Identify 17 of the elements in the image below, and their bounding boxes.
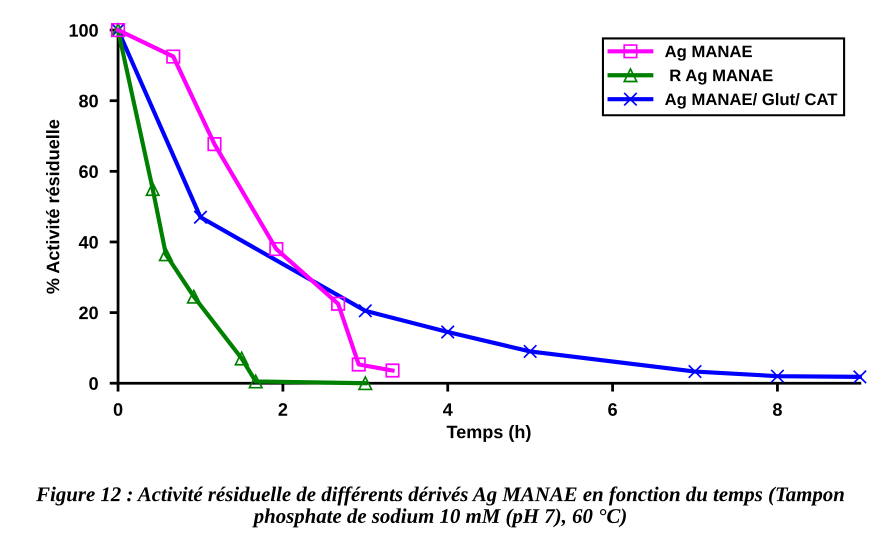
x-tick-label: 2 xyxy=(278,403,288,416)
y-tick-label: 60 xyxy=(79,165,98,178)
x-axis-title: Temps (h) xyxy=(446,425,531,442)
x-tick-label: 4 xyxy=(442,403,453,416)
y-axis-title: % Activité résiduelle xyxy=(46,120,60,294)
x-tick-label: 0 xyxy=(114,403,122,416)
y-tick-label: 0 xyxy=(89,377,98,390)
x-tick-label: 8 xyxy=(772,403,782,416)
y-tick-label: 100 xyxy=(70,24,98,37)
x-tick-label: 6 xyxy=(608,403,617,416)
y-tick-label: 20 xyxy=(79,306,98,320)
legend-label: Ag MANAE xyxy=(665,46,752,61)
legend-label: Ag MANAE/ Glut/ CAT xyxy=(665,92,838,109)
legend-label: R Ag MANAE xyxy=(670,70,773,85)
caption: Figure 12 : Activité résiduelle de différents dérivés Ag MANAE en fonction du temps (Tampon phosphate de sodium 10 mM (pH 7), 60 °C) xyxy=(36,486,844,528)
y-tick-label: 80 xyxy=(79,94,98,108)
y-tick-label: 40 xyxy=(78,236,98,249)
